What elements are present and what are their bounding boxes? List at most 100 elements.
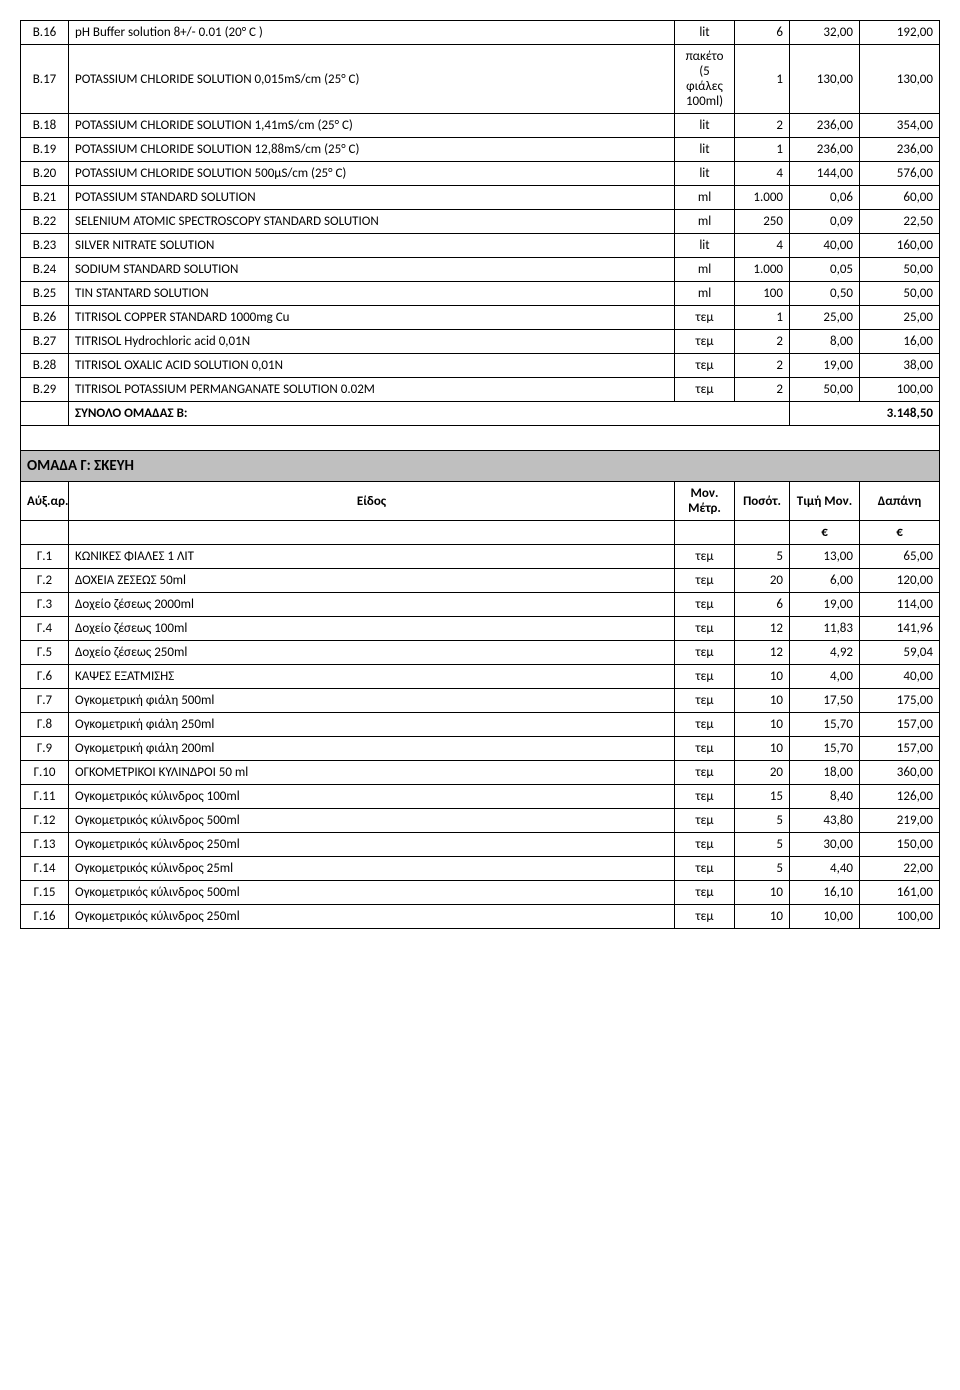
cell-price: 10,00 [790, 905, 860, 929]
cell-desc: Ογκομετρικός κύλινδρος 250ml [69, 905, 675, 929]
cell-qty: 5 [735, 857, 790, 881]
main-table: Β.16pH Buffer solution 8+/- 0.01 (20° C … [20, 20, 940, 929]
cell-qty: 4 [735, 234, 790, 258]
cell-id: Γ.1 [21, 545, 69, 569]
cell-id: Β.22 [21, 210, 69, 234]
cell-price: 17,50 [790, 689, 860, 713]
group-b-body: Β.16pH Buffer solution 8+/- 0.01 (20° C … [21, 21, 940, 402]
cell-id: Β.24 [21, 258, 69, 282]
cell-id: Γ.12 [21, 809, 69, 833]
cell-qty: 10 [735, 665, 790, 689]
table-row: Β.22SELENIUM ATOMIC SPECTROSCOPY STANDAR… [21, 210, 940, 234]
euro-price: € [790, 521, 860, 545]
table-row: Γ.10ΟΓΚΟΜΕΤΡΙΚΟΙ ΚΥΛΙΝΔΡΟΙ 50 mlτεμ2018,… [21, 761, 940, 785]
cell-desc: POTASSIUM CHLORIDE SOLUTION 500μS/cm (25… [69, 162, 675, 186]
col-id-header: Αύξ.αρ. [21, 482, 69, 521]
table-row: Γ.11Ογκομετρικός κύλινδρος 100mlτεμ158,4… [21, 785, 940, 809]
euro-cost: € [860, 521, 940, 545]
cell-unit: ml [675, 282, 735, 306]
table-row: Β.24SODIUM STANDARD SOLUTIONml1.0000,055… [21, 258, 940, 282]
cell-qty: 15 [735, 785, 790, 809]
cell-qty: 10 [735, 881, 790, 905]
cell-desc: pH Buffer solution 8+/- 0.01 (20° C ) [69, 21, 675, 45]
cell-cost: 50,00 [860, 258, 940, 282]
table-row: Γ.15Ογκομετρικός κύλινδρος 500mlτεμ1016,… [21, 881, 940, 905]
cell-price: 0,09 [790, 210, 860, 234]
cell-unit: ml [675, 186, 735, 210]
cell-cost: 38,00 [860, 354, 940, 378]
cell-price: 4,92 [790, 641, 860, 665]
cell-desc: POTASSIUM STANDARD SOLUTION [69, 186, 675, 210]
cell-price: 32,00 [790, 21, 860, 45]
cell-id: Γ.16 [21, 905, 69, 929]
cell-id: Β.19 [21, 138, 69, 162]
cell-price: 6,00 [790, 569, 860, 593]
cell-desc: TITRISOL POTASSIUM PERMANGANATE SOLUTION… [69, 378, 675, 402]
cell-price: 43,80 [790, 809, 860, 833]
cell-cost: 22,00 [860, 857, 940, 881]
cell-price: 144,00 [790, 162, 860, 186]
table-row: Γ.5Δοχείο ζέσεως 250mlτεμ124,9259,04 [21, 641, 940, 665]
group-b-sum-row: ΣΥΝΟΛΟ ΟΜΑΔΑΣ Β: 3.148,50 [21, 402, 940, 426]
cell-unit: ml [675, 258, 735, 282]
group-c-euro-row: € € [21, 521, 940, 545]
cell-qty: 10 [735, 713, 790, 737]
cell-qty: 1.000 [735, 258, 790, 282]
cell-qty: 20 [735, 761, 790, 785]
cell-cost: 130,00 [860, 45, 940, 114]
table-row: Γ.3Δοχείο ζέσεως 2000mlτεμ619,00114,00 [21, 593, 940, 617]
table-row: Γ.2ΔΟΧΕΙΑ ΖΕΣΕΩΣ 50mlτεμ206,00120,00 [21, 569, 940, 593]
cell-qty: 12 [735, 617, 790, 641]
cell-unit: lit [675, 21, 735, 45]
cell-id: Γ.14 [21, 857, 69, 881]
cell-qty: 12 [735, 641, 790, 665]
cell-unit: lit [675, 162, 735, 186]
cell-cost: 175,00 [860, 689, 940, 713]
cell-unit: τεμ [675, 641, 735, 665]
cell-id: Γ.9 [21, 737, 69, 761]
cell-desc: Ογκομετρική φιάλη 200ml [69, 737, 675, 761]
cell-unit: τεμ [675, 665, 735, 689]
cell-qty: 2 [735, 354, 790, 378]
cell-unit: τεμ [675, 330, 735, 354]
group-c-body: Γ.1ΚΩΝΙΚΕΣ ΦΙΑΛΕΣ 1 ΛΙΤτεμ513,0065,00Γ.2… [21, 545, 940, 929]
table-row: Β.25TIN STANTARD SOLUTIONml1000,5050,00 [21, 282, 940, 306]
table-row: Β.23SILVER NITRATE SOLUTIONlit440,00160,… [21, 234, 940, 258]
cell-price: 40,00 [790, 234, 860, 258]
table-row: Β.29TITRISOL POTASSIUM PERMANGANATE SOLU… [21, 378, 940, 402]
cell-desc: SILVER NITRATE SOLUTION [69, 234, 675, 258]
cell-unit: lit [675, 138, 735, 162]
cell-cost: 65,00 [860, 545, 940, 569]
group-c-title: ΟΜΑΔΑ Γ: ΣΚΕΥΗ [21, 451, 940, 482]
cell-cost: 150,00 [860, 833, 940, 857]
cell-id: Γ.8 [21, 713, 69, 737]
cell-id: Β.20 [21, 162, 69, 186]
cell-cost: 16,00 [860, 330, 940, 354]
cell-unit: τεμ [675, 785, 735, 809]
cell-price: 19,00 [790, 354, 860, 378]
cell-id: Β.23 [21, 234, 69, 258]
cell-id: Γ.4 [21, 617, 69, 641]
cell-desc: SELENIUM ATOMIC SPECTROSCOPY STANDARD SO… [69, 210, 675, 234]
group-c-header: ΟΜΑΔΑ Γ: ΣΚΕΥΗ [21, 451, 940, 482]
cell-id: Β.28 [21, 354, 69, 378]
cell-id: Β.17 [21, 45, 69, 114]
cell-desc: Ογκομετρικός κύλινδρος 25ml [69, 857, 675, 881]
cell-price: 4,40 [790, 857, 860, 881]
cell-desc: TITRISOL COPPER STANDARD 1000mg Cu [69, 306, 675, 330]
table-row: Γ.6ΚΑΨΕΣ ΕΞΑΤΜΙΣΗΣτεμ104,0040,00 [21, 665, 940, 689]
cell-cost: 236,00 [860, 138, 940, 162]
cell-id: Β.21 [21, 186, 69, 210]
cell-id: Γ.15 [21, 881, 69, 905]
cell-unit: τεμ [675, 378, 735, 402]
spacer-row [21, 426, 940, 451]
cell-qty: 10 [735, 689, 790, 713]
group-c-columns: Αύξ.αρ. Είδος Μον. Μέτρ. Ποσότ. Τιμή Μον… [21, 482, 940, 521]
table-row: Β.27TITRISOL Hydrochloric acid 0,01Nτεμ2… [21, 330, 940, 354]
cell-price: 13,00 [790, 545, 860, 569]
cell-qty: 5 [735, 809, 790, 833]
cell-qty: 6 [735, 21, 790, 45]
cell-desc: POTASSIUM CHLORIDE SOLUTION 0,015mS/cm (… [69, 45, 675, 114]
cell-price: 30,00 [790, 833, 860, 857]
cell-id: Γ.13 [21, 833, 69, 857]
